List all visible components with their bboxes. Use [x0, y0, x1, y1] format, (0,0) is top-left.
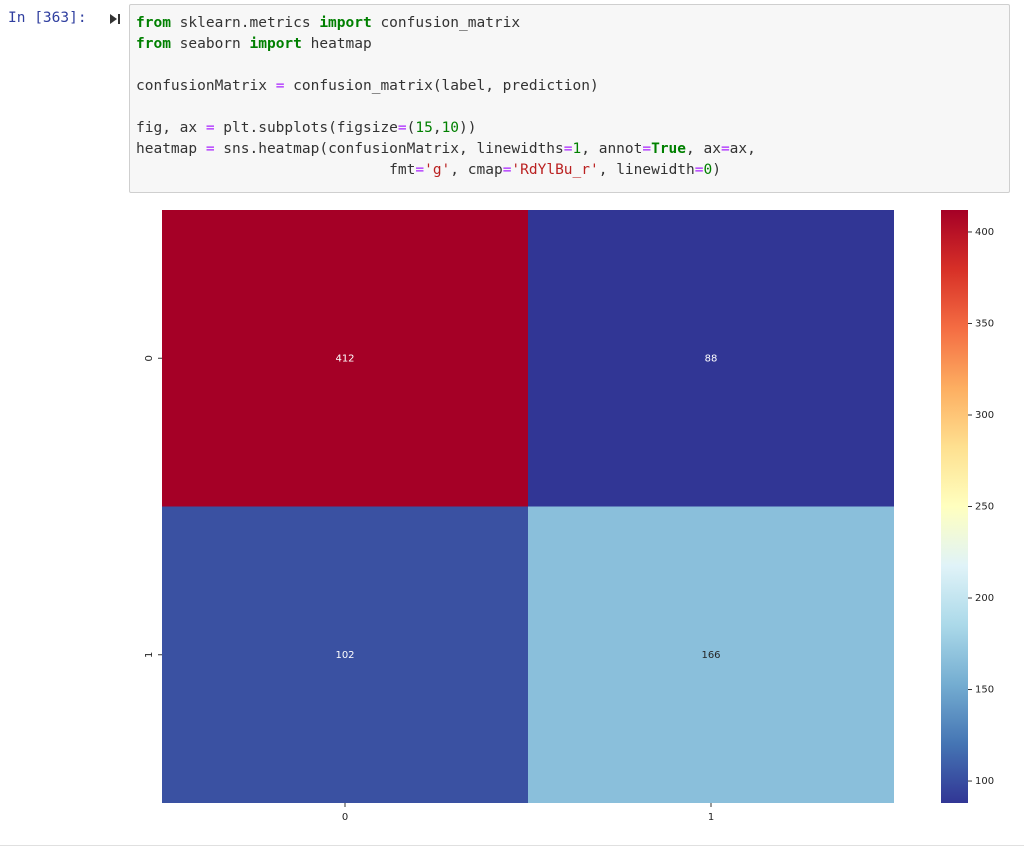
code-token: seaborn: [170, 36, 250, 52]
cell-border: [0, 845, 1024, 846]
run-button[interactable]: [108, 12, 122, 26]
colorbar-tick-label: 350: [975, 318, 994, 329]
code-token: , annot: [581, 141, 643, 157]
code-token: 10: [441, 120, 460, 136]
code-token: 15: [415, 120, 433, 136]
heatmap-cell: [528, 506, 894, 803]
code-token: ,: [432, 120, 442, 136]
code-token: =: [415, 162, 425, 178]
cell-annotation: 88: [705, 353, 718, 364]
code-token: , cmap: [450, 162, 503, 178]
colorbar-tick-label: 200: [975, 593, 994, 604]
y-tick-label: 0: [144, 355, 155, 361]
heatmap-cell: [162, 506, 528, 803]
cell-annotation: 166: [701, 650, 720, 661]
code-token: confusion_matrix: [371, 15, 521, 31]
code-token: =: [694, 162, 704, 178]
code-token: 'RdYlBu_r': [511, 162, 599, 178]
code-line: heatmap = sns.heatmap(confusionMatrix, l…: [136, 139, 1009, 160]
colorbar-tick-label: 100: [975, 776, 994, 787]
x-tick-label: 0: [342, 812, 348, 823]
y-tick-label: 1: [144, 652, 155, 658]
colorbar-tick-label: 250: [975, 502, 994, 513]
code-line: fmt='g', cmap='RdYlBu_r', linewidth=0): [136, 160, 1009, 181]
code-token: import: [319, 15, 372, 31]
code-token: (: [406, 120, 416, 136]
code-token: ax,: [729, 141, 756, 157]
code-token: sklearn.metrics: [170, 15, 320, 31]
code-token: import: [249, 36, 302, 52]
x-tick-label: 1: [708, 812, 714, 823]
cell-annotation: 102: [335, 650, 354, 661]
code-token: )): [459, 120, 477, 136]
code-token: 'g': [424, 162, 451, 178]
code-token: from: [136, 36, 171, 52]
code-line: confusionMatrix = confusion_matrix(label…: [136, 76, 1009, 97]
code-token: =: [205, 141, 215, 157]
colorbar-tick-label: 300: [975, 410, 994, 421]
code-token: =: [397, 120, 407, 136]
cell-annotation: 412: [335, 353, 354, 364]
code-token: from: [136, 15, 171, 31]
code-token: fmt: [136, 162, 416, 178]
code-token: =: [502, 162, 512, 178]
code-line: from seaborn import heatmap: [136, 34, 1009, 55]
code-token: =: [563, 141, 573, 157]
code-token: , linewidth: [598, 162, 695, 178]
colorbar-tick-label: 400: [975, 227, 994, 238]
code-token: confusion_matrix(label, prediction): [284, 78, 599, 94]
code-token: True: [651, 141, 687, 157]
code-token: sns.heatmap(confusionMatrix, linewidths: [214, 141, 564, 157]
code-token: ): [712, 162, 721, 178]
code-token: fig, ax: [136, 120, 206, 136]
code-token: =: [275, 78, 285, 94]
code-token: =: [205, 120, 215, 136]
colorbar-tick-label: 150: [975, 685, 994, 696]
code-token: =: [642, 141, 652, 157]
code-token: plt.subplots(figsize: [214, 120, 398, 136]
cell-prompt: In [363]:: [8, 10, 87, 26]
heatmap-cell: [162, 210, 528, 507]
code-token: , ax: [686, 141, 721, 157]
code-token: 1: [572, 141, 582, 157]
code-line: fig, ax = plt.subplots(figsize=(15,10)): [136, 118, 1009, 139]
code-token: heatmap: [136, 141, 206, 157]
code-line: from sklearn.metrics import confusion_ma…: [136, 13, 1009, 34]
code-token: 0: [703, 162, 713, 178]
heatmap-cell: [528, 210, 894, 507]
code-token: heatmap: [301, 36, 372, 52]
code-token: confusionMatrix: [136, 78, 276, 94]
code-token: =: [720, 141, 730, 157]
colorbar: [941, 210, 968, 803]
code-cell[interactable]: from sklearn.metrics import confusion_ma…: [129, 4, 1010, 193]
